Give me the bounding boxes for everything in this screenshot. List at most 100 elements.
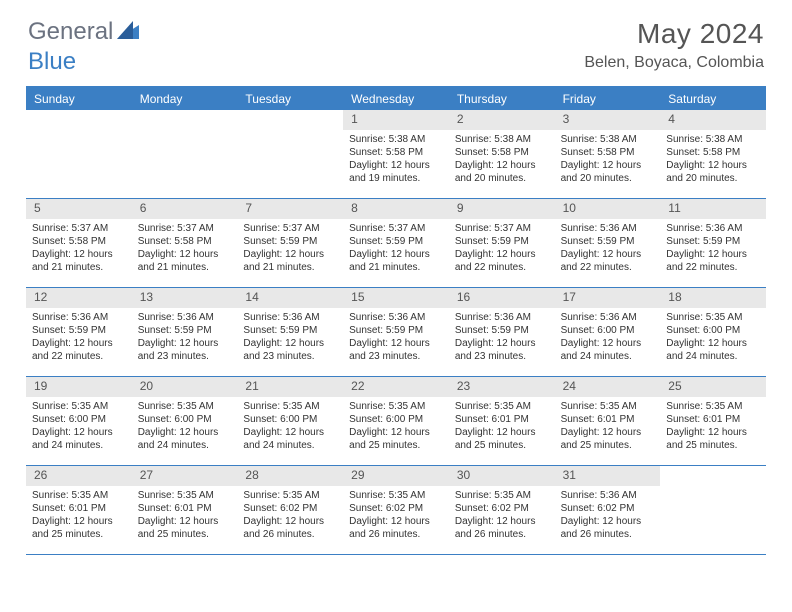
daylight-text: Daylight: 12 hours and 25 minutes. bbox=[32, 515, 126, 541]
sunrise-text: Sunrise: 5:36 AM bbox=[561, 489, 655, 502]
sunset-text: Sunset: 5:59 PM bbox=[243, 324, 337, 337]
weekday-header-cell: Thursday bbox=[449, 88, 555, 110]
day-body: Sunrise: 5:37 AMSunset: 5:59 PMDaylight:… bbox=[237, 219, 343, 278]
day-body: Sunrise: 5:36 AMSunset: 5:59 PMDaylight:… bbox=[132, 308, 238, 367]
day-number: 12 bbox=[26, 288, 132, 308]
calendar-day-cell: 23Sunrise: 5:35 AMSunset: 6:01 PMDayligh… bbox=[449, 377, 555, 465]
daylight-text: Daylight: 12 hours and 21 minutes. bbox=[243, 248, 337, 274]
calendar-day-cell: 21Sunrise: 5:35 AMSunset: 6:00 PMDayligh… bbox=[237, 377, 343, 465]
sunrise-text: Sunrise: 5:35 AM bbox=[32, 489, 126, 502]
day-body: Sunrise: 5:36 AMSunset: 6:00 PMDaylight:… bbox=[555, 308, 661, 367]
sunrise-text: Sunrise: 5:35 AM bbox=[666, 400, 760, 413]
day-number: 7 bbox=[237, 199, 343, 219]
day-body: Sunrise: 5:35 AMSunset: 6:01 PMDaylight:… bbox=[449, 397, 555, 456]
day-number: 19 bbox=[26, 377, 132, 397]
day-number: 1 bbox=[343, 110, 449, 130]
daylight-text: Daylight: 12 hours and 20 minutes. bbox=[455, 159, 549, 185]
daylight-text: Daylight: 12 hours and 23 minutes. bbox=[243, 337, 337, 363]
day-number: 2 bbox=[449, 110, 555, 130]
logo-text-general: General bbox=[28, 18, 113, 46]
day-body: Sunrise: 5:36 AMSunset: 6:02 PMDaylight:… bbox=[555, 486, 661, 545]
calendar-day-cell: 27Sunrise: 5:35 AMSunset: 6:01 PMDayligh… bbox=[132, 466, 238, 554]
day-body: Sunrise: 5:35 AMSunset: 6:00 PMDaylight:… bbox=[343, 397, 449, 456]
calendar-day-cell: 9Sunrise: 5:37 AMSunset: 5:59 PMDaylight… bbox=[449, 199, 555, 287]
daylight-text: Daylight: 12 hours and 24 minutes. bbox=[666, 337, 760, 363]
sunset-text: Sunset: 5:59 PM bbox=[243, 235, 337, 248]
month-title: May 2024 bbox=[584, 18, 764, 50]
calendar-day-cell: 15Sunrise: 5:36 AMSunset: 5:59 PMDayligh… bbox=[343, 288, 449, 376]
sunset-text: Sunset: 6:00 PM bbox=[32, 413, 126, 426]
calendar-day-cell bbox=[132, 110, 238, 198]
daylight-text: Daylight: 12 hours and 25 minutes. bbox=[455, 426, 549, 452]
daylight-text: Daylight: 12 hours and 25 minutes. bbox=[349, 426, 443, 452]
calendar-day-cell bbox=[26, 110, 132, 198]
sunrise-text: Sunrise: 5:35 AM bbox=[243, 489, 337, 502]
calendar-day-cell: 22Sunrise: 5:35 AMSunset: 6:00 PMDayligh… bbox=[343, 377, 449, 465]
calendar-day-cell: 10Sunrise: 5:36 AMSunset: 5:59 PMDayligh… bbox=[555, 199, 661, 287]
day-body: Sunrise: 5:35 AMSunset: 6:01 PMDaylight:… bbox=[132, 486, 238, 545]
day-body: Sunrise: 5:35 AMSunset: 6:00 PMDaylight:… bbox=[26, 397, 132, 456]
sunrise-text: Sunrise: 5:36 AM bbox=[32, 311, 126, 324]
day-number: 3 bbox=[555, 110, 661, 130]
weekday-header-row: SundayMondayTuesdayWednesdayThursdayFrid… bbox=[26, 88, 766, 110]
day-number: 14 bbox=[237, 288, 343, 308]
calendar-day-cell: 19Sunrise: 5:35 AMSunset: 6:00 PMDayligh… bbox=[26, 377, 132, 465]
sunset-text: Sunset: 5:58 PM bbox=[666, 146, 760, 159]
day-number bbox=[660, 466, 766, 486]
sunrise-text: Sunrise: 5:35 AM bbox=[349, 489, 443, 502]
day-body: Sunrise: 5:36 AMSunset: 5:59 PMDaylight:… bbox=[449, 308, 555, 367]
title-block: May 2024 Belen, Boyaca, Colombia bbox=[584, 18, 764, 72]
daylight-text: Daylight: 12 hours and 25 minutes. bbox=[138, 515, 232, 541]
sunrise-text: Sunrise: 5:35 AM bbox=[243, 400, 337, 413]
sunset-text: Sunset: 5:59 PM bbox=[666, 235, 760, 248]
daylight-text: Daylight: 12 hours and 19 minutes. bbox=[349, 159, 443, 185]
calendar-week-row: 1Sunrise: 5:38 AMSunset: 5:58 PMDaylight… bbox=[26, 110, 766, 199]
sunrise-text: Sunrise: 5:38 AM bbox=[666, 133, 760, 146]
logo-text-blue: Blue bbox=[28, 48, 76, 75]
day-body: Sunrise: 5:36 AMSunset: 5:59 PMDaylight:… bbox=[343, 308, 449, 367]
daylight-text: Daylight: 12 hours and 25 minutes. bbox=[666, 426, 760, 452]
calendar-day-cell bbox=[237, 110, 343, 198]
day-number: 13 bbox=[132, 288, 238, 308]
day-body: Sunrise: 5:38 AMSunset: 5:58 PMDaylight:… bbox=[449, 130, 555, 189]
daylight-text: Daylight: 12 hours and 20 minutes. bbox=[561, 159, 655, 185]
calendar-day-cell: 6Sunrise: 5:37 AMSunset: 5:58 PMDaylight… bbox=[132, 199, 238, 287]
sunset-text: Sunset: 5:59 PM bbox=[561, 235, 655, 248]
logo: General bbox=[28, 18, 141, 46]
day-number: 18 bbox=[660, 288, 766, 308]
day-number: 22 bbox=[343, 377, 449, 397]
sunset-text: Sunset: 5:58 PM bbox=[32, 235, 126, 248]
day-number: 5 bbox=[26, 199, 132, 219]
calendar-day-cell: 24Sunrise: 5:35 AMSunset: 6:01 PMDayligh… bbox=[555, 377, 661, 465]
day-number: 8 bbox=[343, 199, 449, 219]
daylight-text: Daylight: 12 hours and 26 minutes. bbox=[243, 515, 337, 541]
sunset-text: Sunset: 6:01 PM bbox=[32, 502, 126, 515]
daylight-text: Daylight: 12 hours and 26 minutes. bbox=[561, 515, 655, 541]
sunset-text: Sunset: 6:01 PM bbox=[561, 413, 655, 426]
sunset-text: Sunset: 5:58 PM bbox=[349, 146, 443, 159]
daylight-text: Daylight: 12 hours and 23 minutes. bbox=[455, 337, 549, 363]
calendar-day-cell: 1Sunrise: 5:38 AMSunset: 5:58 PMDaylight… bbox=[343, 110, 449, 198]
calendar-day-cell: 17Sunrise: 5:36 AMSunset: 6:00 PMDayligh… bbox=[555, 288, 661, 376]
sunset-text: Sunset: 6:00 PM bbox=[243, 413, 337, 426]
day-body: Sunrise: 5:36 AMSunset: 5:59 PMDaylight:… bbox=[555, 219, 661, 278]
weekday-header-cell: Tuesday bbox=[237, 88, 343, 110]
day-body: Sunrise: 5:35 AMSunset: 6:00 PMDaylight:… bbox=[237, 397, 343, 456]
calendar-day-cell: 12Sunrise: 5:36 AMSunset: 5:59 PMDayligh… bbox=[26, 288, 132, 376]
sunset-text: Sunset: 5:59 PM bbox=[138, 324, 232, 337]
day-body: Sunrise: 5:38 AMSunset: 5:58 PMDaylight:… bbox=[660, 130, 766, 189]
day-body: Sunrise: 5:35 AMSunset: 6:02 PMDaylight:… bbox=[237, 486, 343, 545]
day-number: 10 bbox=[555, 199, 661, 219]
daylight-text: Daylight: 12 hours and 21 minutes. bbox=[138, 248, 232, 274]
day-body: Sunrise: 5:35 AMSunset: 6:01 PMDaylight:… bbox=[555, 397, 661, 456]
daylight-text: Daylight: 12 hours and 23 minutes. bbox=[349, 337, 443, 363]
sunset-text: Sunset: 5:59 PM bbox=[349, 324, 443, 337]
sunrise-text: Sunrise: 5:35 AM bbox=[138, 400, 232, 413]
sunrise-text: Sunrise: 5:35 AM bbox=[666, 311, 760, 324]
day-number: 11 bbox=[660, 199, 766, 219]
sunrise-text: Sunrise: 5:36 AM bbox=[243, 311, 337, 324]
calendar-day-cell: 2Sunrise: 5:38 AMSunset: 5:58 PMDaylight… bbox=[449, 110, 555, 198]
day-body: Sunrise: 5:35 AMSunset: 6:00 PMDaylight:… bbox=[132, 397, 238, 456]
weekday-header-cell: Saturday bbox=[660, 88, 766, 110]
sunset-text: Sunset: 5:58 PM bbox=[561, 146, 655, 159]
